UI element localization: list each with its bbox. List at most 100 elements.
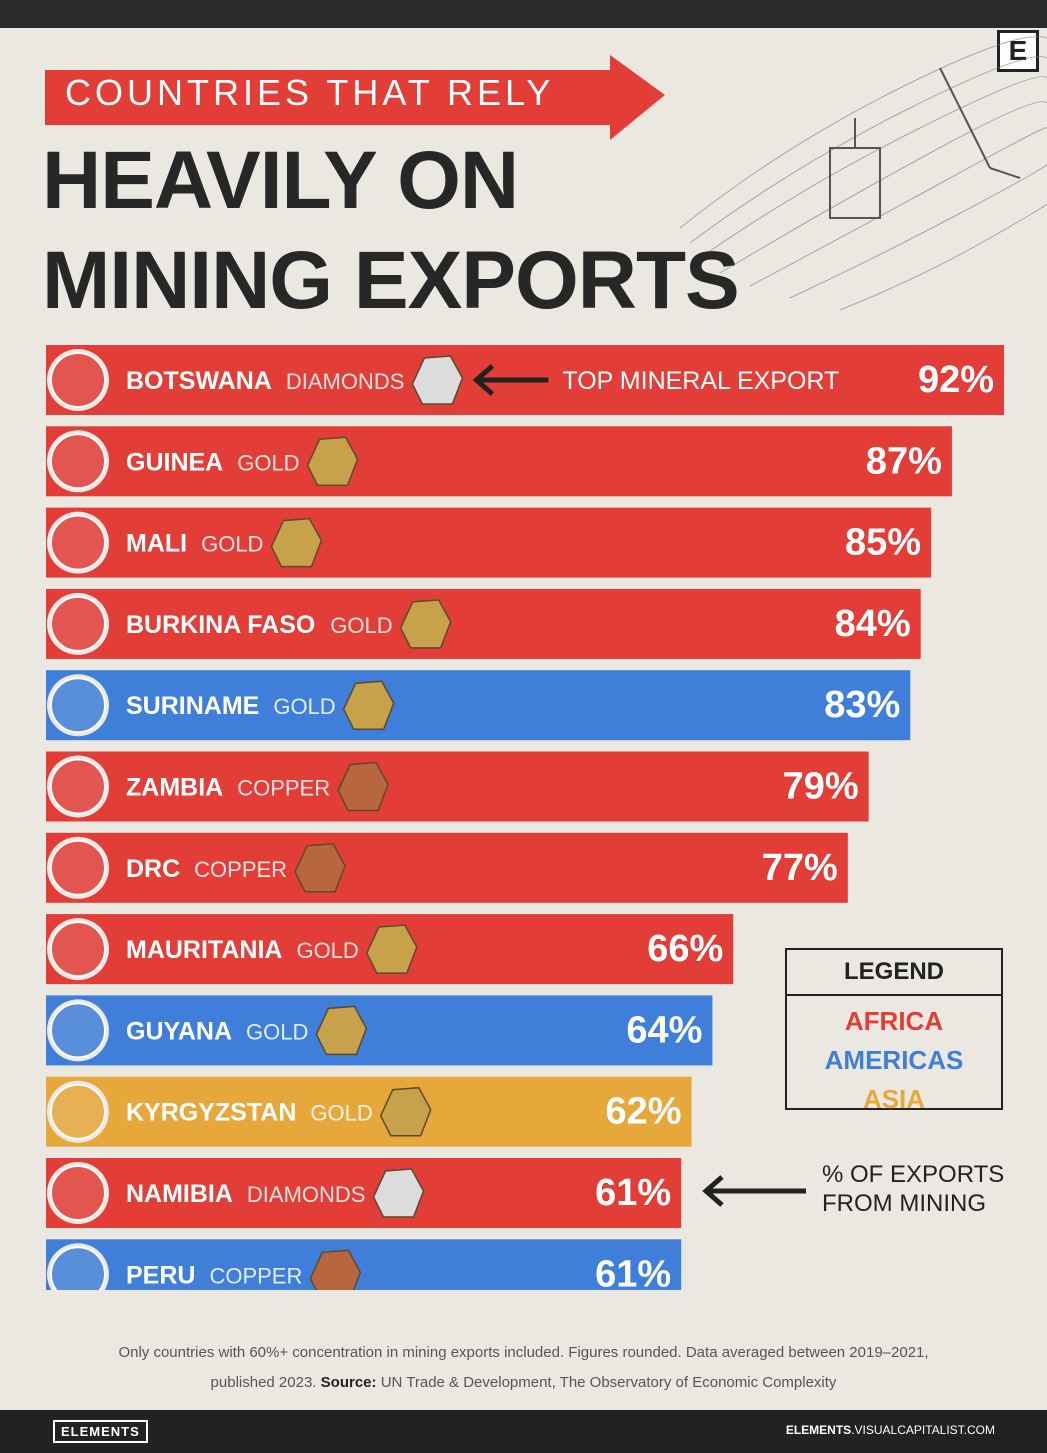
elements-brand: ELEMENTS: [53, 1420, 148, 1443]
value-label: 62%: [606, 1091, 682, 1133]
country-label: BURKINA FASO: [126, 611, 315, 639]
bar-row-mauritania: MAURITANIA GOLD 66%: [46, 914, 734, 985]
legend-item-americas: AMERICAS: [824, 1045, 964, 1075]
mineral-gold-icon: [379, 1086, 432, 1137]
exports-annotation-line2: FROM MINING: [822, 1190, 986, 1217]
mineral-label: GOLD: [201, 532, 263, 557]
country-label: NAMIBIA: [126, 1180, 233, 1208]
country-label: PERU: [126, 1261, 195, 1289]
exports-annotation: % OF EXPORTS FROM MINING: [822, 1160, 1004, 1218]
flag-kyrgyzstan-icon: [50, 1083, 106, 1140]
mineral-label: GOLD: [296, 938, 358, 963]
elements-url-bold: ELEMENTS: [785, 1423, 852, 1437]
bar-drc: [46, 832, 848, 903]
bar-row-guinea: GUINEA GOLD 87%: [46, 426, 952, 497]
value-label: 77%: [762, 847, 838, 889]
bar-kyrgyzstan: [46, 1076, 692, 1147]
value-label: 87%: [866, 440, 942, 482]
mineral-gold-icon: [399, 599, 452, 649]
country-label: ZAMBIA: [126, 774, 223, 802]
bar-row-zambia: ZAMBIA COPPER 79%: [46, 751, 869, 822]
country-label: BOTSWANA: [126, 367, 272, 395]
mineral-label: GOLD: [330, 613, 392, 638]
legend-item-asia: ASIA: [862, 1084, 926, 1114]
bar-row-burkina-faso: BURKINA FASO GOLD 84%: [46, 588, 921, 659]
bottom-strip: [0, 1410, 1047, 1453]
value-label: 92%: [918, 359, 994, 401]
value-label: 66%: [647, 928, 723, 970]
elements-url: ELEMENTS.VISUALCAPITALIST.COM: [786, 1423, 995, 1437]
mineral-label: GOLD: [310, 1101, 372, 1126]
mineral-copper-icon: [294, 843, 346, 893]
country-label: SURINAME: [126, 692, 259, 720]
flag-zambia-icon: [50, 758, 106, 815]
legend-divider: [787, 994, 1001, 996]
flag-botswana-icon: [50, 352, 106, 408]
bar-row-drc: DRC COPPER 77%: [46, 832, 848, 903]
footnote-line2: published 2023. Source: UN Trade & Devel…: [0, 1368, 1047, 1398]
mineral-copper-icon: [309, 1249, 362, 1290]
bar-peru: [46, 1239, 682, 1290]
mineral-label: GOLD: [246, 1019, 308, 1044]
mineral-gold-icon: [365, 924, 418, 974]
mineral-label: COPPER: [209, 1263, 302, 1288]
country-label: GUYANA: [126, 1017, 232, 1045]
country-label: MALI: [126, 530, 187, 558]
mineral-diamonds-icon: [372, 1168, 425, 1218]
value-label: 61%: [595, 1253, 671, 1290]
flag-burkina-faso-icon: [50, 595, 106, 652]
mineral-label: COPPER: [194, 857, 287, 882]
bar-burkina-faso: [46, 588, 921, 659]
flag-peru-icon: [50, 1246, 106, 1290]
legend-item-africa: AFRICA: [844, 1006, 944, 1036]
bar-mali: [46, 507, 932, 578]
arrow-left-icon: [702, 1175, 806, 1207]
bar-row-kyrgyzstan: KYRGYZSTAN GOLD 62%: [46, 1076, 692, 1147]
value-label: 83%: [824, 684, 900, 726]
flag-mali-icon: [50, 514, 106, 571]
footnote: Only countries with 60%+ concentration i…: [0, 1338, 1047, 1398]
flag-mauritania-icon: [50, 921, 106, 978]
mineral-copper-icon: [337, 761, 389, 812]
bar-row-mali: MALI GOLD 85%: [46, 507, 932, 578]
bar-zambia: [46, 751, 869, 822]
bar-row-suriname: SURINAME GOLD 83%: [46, 670, 911, 741]
flag-namibia-icon: [50, 1165, 106, 1221]
flag-guinea-icon: [50, 433, 106, 490]
footnote-source: UN Trade & Development, The Observatory …: [380, 1374, 837, 1391]
mineral-label: DIAMONDS: [247, 1182, 366, 1207]
headline-line1: HEAVILY ON: [42, 135, 519, 226]
footnote-line1: Only countries with 60%+ concentration i…: [118, 1344, 929, 1361]
headline-line2: MINING EXPORTS: [42, 235, 740, 326]
footnote-source-label: Source:: [320, 1374, 377, 1391]
country-label: DRC: [126, 855, 180, 883]
bar-guinea: [46, 426, 952, 497]
bar-guyana: [46, 995, 713, 1066]
kicker-text: COUNTRIES THAT RELY: [65, 72, 555, 113]
mineral-label: GOLD: [237, 450, 299, 475]
elements-url-rest: .VISUALCAPITALIST.COM: [851, 1423, 995, 1437]
flag-suriname-icon: [50, 677, 106, 734]
mineral-label: COPPER: [237, 776, 330, 801]
footnote-published: published 2023.: [210, 1374, 317, 1391]
kicker-banner: [45, 55, 665, 140]
exports-annotation-line1: % OF EXPORTS: [822, 1161, 1005, 1188]
legend: LEGEND AFRICA AMERICAS ASIA: [785, 948, 1003, 1114]
country-label: MAURITANIA: [126, 936, 282, 964]
mineral-gold-icon: [270, 517, 323, 568]
mineral-gold-icon: [306, 436, 359, 487]
value-label: 85%: [845, 522, 921, 564]
legend-title: LEGEND: [843, 958, 944, 985]
value-label: 61%: [595, 1172, 671, 1214]
country-label: GUINEA: [126, 448, 223, 476]
value-label: 64%: [626, 1009, 702, 1051]
bar-chart: BOTSWANA DIAMONDS 92% TOP MINERAL EXPORT GUI…: [46, 345, 1004, 1290]
bar-row-guyana: GUYANA GOLD 64%: [46, 995, 713, 1066]
value-label: 79%: [783, 766, 859, 808]
bar-namibia: [46, 1158, 682, 1228]
bar-row-namibia: NAMIBIA DIAMONDS 61%: [46, 1158, 682, 1228]
arrow-left-icon: [472, 364, 495, 396]
mineral-gold-icon: [315, 1005, 368, 1056]
flag-guyana-icon: [50, 1002, 106, 1059]
top-strip: [0, 0, 1047, 28]
